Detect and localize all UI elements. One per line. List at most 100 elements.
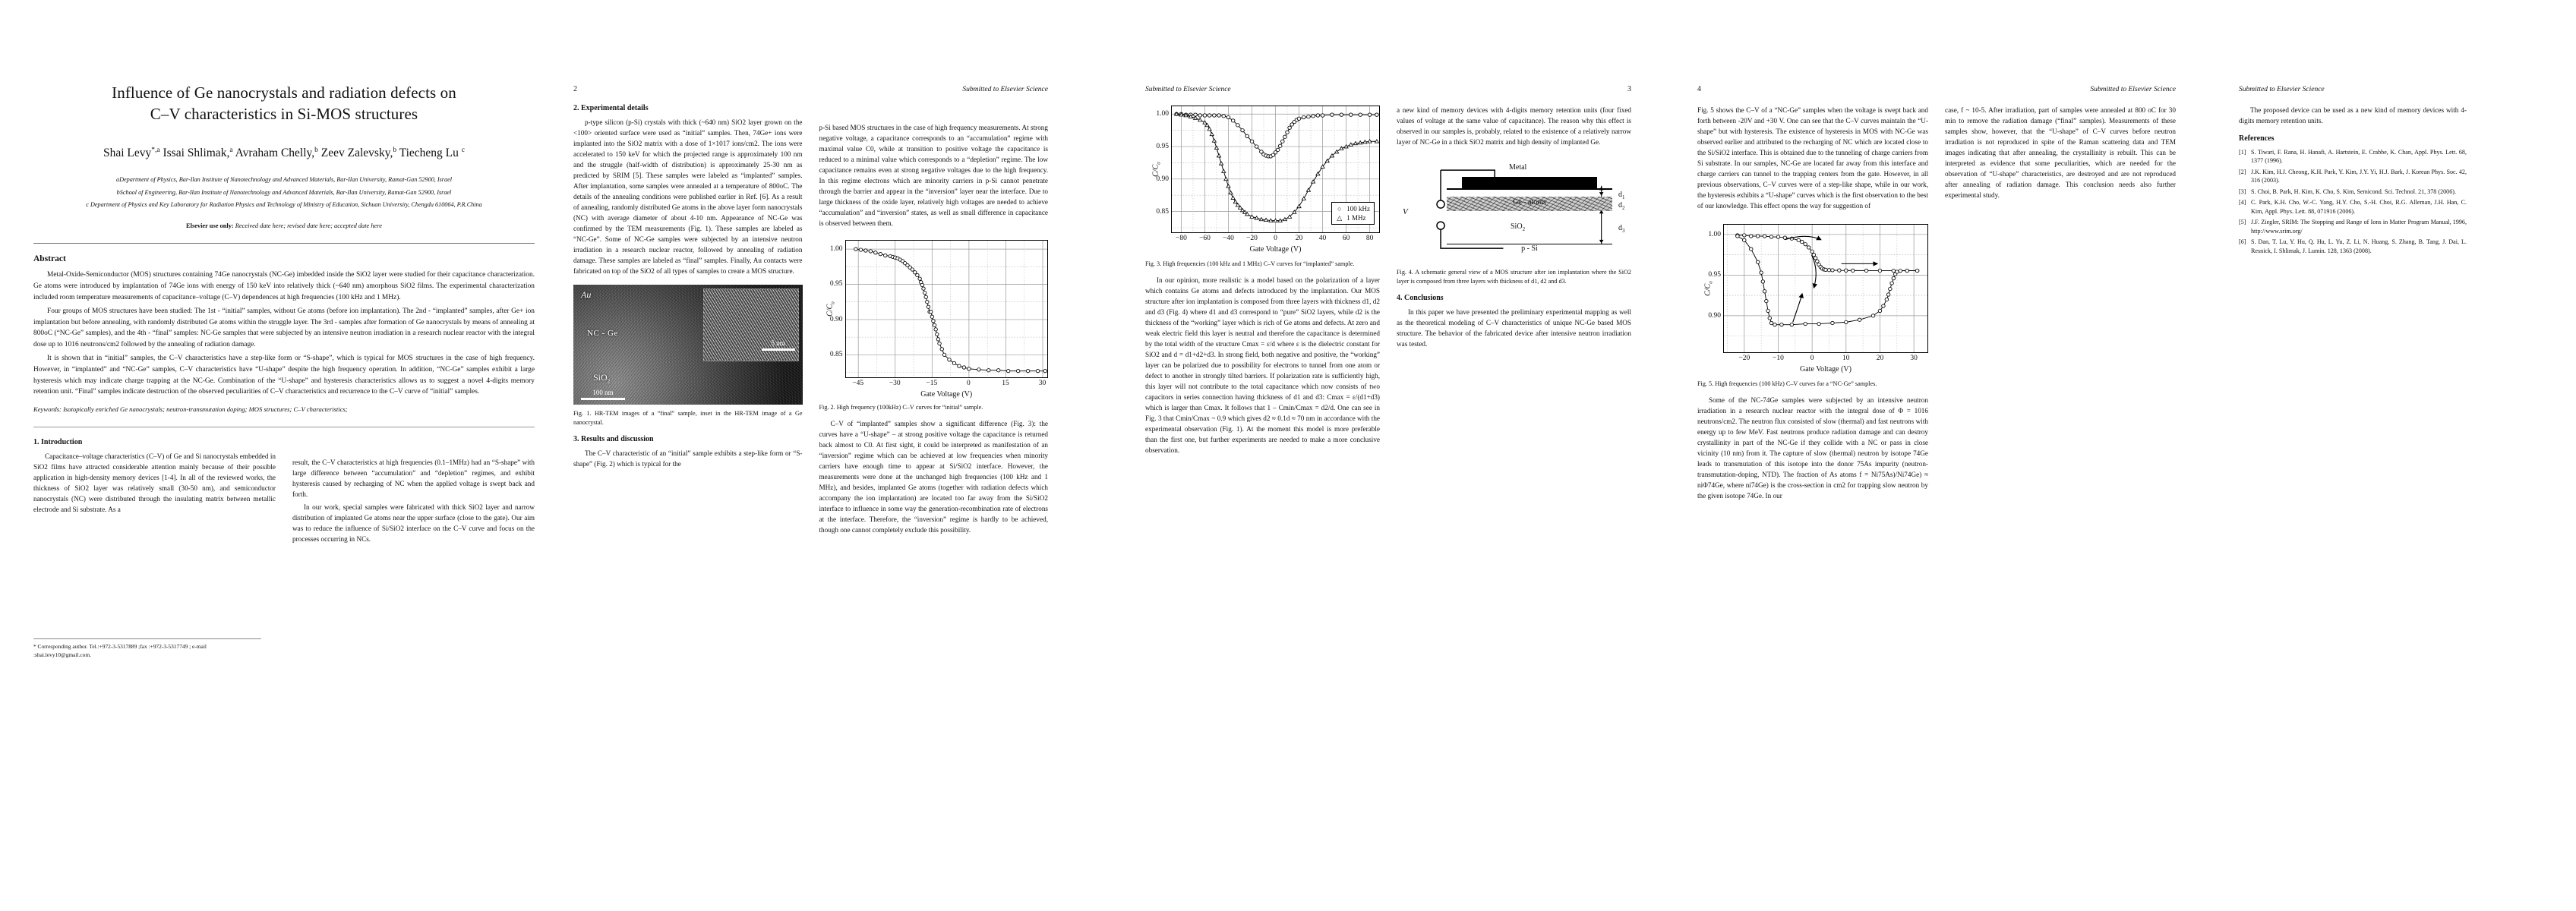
- folio-page5: [2465, 85, 2467, 93]
- x-axis-tick: 60: [1342, 235, 1350, 242]
- page2-column-left: 2. Experimental details p-type silicon (…: [573, 104, 803, 538]
- reference-item: [2] J.K. Kim, H.J. Cheong, K.H. Park, Y.…: [2239, 168, 2467, 185]
- abstract-paragraph-2: Four groups of MOS structures have been …: [33, 307, 535, 348]
- reference-text: S. Dan, T. Lu, Y. Hu, Q. Hu, L. Yu, Z. L…: [2251, 238, 2467, 254]
- page4-column-left: Fig. 5 shows the C–V of a “NC-Ge” sample…: [1697, 106, 1928, 504]
- section-heading-results: 3. Results and discussion: [573, 434, 654, 443]
- affiliation-b: bSchool of Engineering, Bar-Ilan Institu…: [116, 188, 452, 196]
- y-axis-tick: 1.00: [1708, 230, 1721, 238]
- mos-label-d1: d1: [1618, 190, 1625, 200]
- mos-label-ge-atoms: Ge - atoms: [1513, 197, 1546, 206]
- intro-paragraph-3: In our work, special samples were fabric…: [292, 503, 535, 543]
- page4-column-right: case, f ~ 10-5. After irradiation, part …: [1945, 106, 2176, 504]
- mos-ge-layer: [1447, 196, 1612, 211]
- x-axis-tick: 10: [1842, 354, 1850, 362]
- folio-page2: 2: [573, 85, 577, 93]
- x-axis-tick: −80: [1175, 235, 1187, 242]
- abstract-paragraph-3: It is shown that in “initial” samples, t…: [33, 355, 535, 396]
- tem-scalebar-100nm-bar: [581, 397, 625, 400]
- page1-column-right: result, the C–V characteristics at high …: [292, 438, 535, 547]
- folio-page3: 3: [1627, 85, 1631, 93]
- running-head-page2: 2 Submitted to Elsevier Science: [573, 85, 1048, 93]
- running-head-page5: Submitted to Elsevier Science: [2239, 85, 2467, 93]
- reference-item: [6] S. Dan, T. Lu, Y. Hu, Q. Hu, L. Yu, …: [2239, 238, 2467, 255]
- x-axis-tick: −20: [1738, 354, 1750, 362]
- section-heading-conclusions: 4. Conclusions: [1397, 293, 1444, 302]
- mos-label-sio2: SiO2: [1511, 222, 1526, 232]
- reference-number: [5]: [2239, 219, 2246, 226]
- section-heading-references: References: [2239, 134, 2275, 143]
- corresponding-author-footnote: * Corresponding author. Tel.:+972-3-5317…: [33, 638, 261, 659]
- running-title-page4: Submitted to Elsevier Science: [2090, 86, 2176, 93]
- abstract-body: Metal-Oxide-Semiconductor (MOS) structur…: [33, 270, 535, 397]
- affiliation-c: c Department of Physics and Key Laborato…: [86, 201, 482, 209]
- mos-label-psi: p - Si: [1447, 243, 1612, 256]
- figure-2-chart: C/Co 0.85 0.90 0.95 1.00 −45 −30 −15 0 15 30 Gate…: [819, 239, 1048, 399]
- section-heading-introduction: 1. Introduction: [33, 437, 83, 446]
- mos-label-d2: d2: [1618, 200, 1625, 211]
- conclusions-paragraph-1: In this paper we have presented the prel…: [1397, 307, 1631, 348]
- tem-label-sio2: SiO2: [593, 372, 611, 385]
- page3-columns: C/Co ○ 100 kHz △ 1 MHz: [1145, 106, 1631, 459]
- mos-label-metal: Metal: [1509, 162, 1527, 172]
- reference-text: J.K. Kim, H.J. Cheong, K.H. Park, Y. Kim…: [2251, 168, 2467, 184]
- reference-number: [2]: [2239, 168, 2246, 175]
- circle-marker-icon: ○: [1337, 204, 1342, 213]
- reference-number: [3]: [2239, 188, 2246, 195]
- y-axis-tick: 0.95: [1156, 143, 1169, 151]
- affiliation-a: aDepartment of Physics, Bar-Ilan Institu…: [115, 176, 453, 184]
- page2-columns: 2. Experimental details p-type silicon (…: [573, 104, 1048, 538]
- title-line-1: Influence of Ge nanocrystals and radiati…: [112, 84, 456, 102]
- y-axis-tick: 0.95: [829, 280, 843, 288]
- x-axis-tick: −40: [1223, 235, 1234, 242]
- abstract-heading: Abstract: [33, 254, 66, 264]
- elsevier-note: Elsevier use only: Received date here; r…: [186, 222, 382, 230]
- x-axis-tick: −20: [1246, 235, 1258, 242]
- y-axis-tick: 0.85: [829, 351, 843, 359]
- reference-item: [3] S. Choi, B. Park, H. Kim, K. Cho, S.…: [2239, 188, 2467, 196]
- reference-list: [1] S. Tiwari, F. Rana, H. Hanafi, A. Ha…: [2239, 148, 2467, 255]
- figure-4-schematic: Metal Ge - atoms SiO2 p - Si V d1 d2 d3: [1397, 160, 1631, 260]
- x-axis-tick: 80: [1365, 235, 1374, 242]
- page3-column-left: C/Co ○ 100 kHz △ 1 MHz: [1145, 106, 1380, 459]
- legend-label-100khz: 100 kHz: [1346, 204, 1370, 213]
- figure-5-caption: Fig. 5. High frequencies (100 kHz) C–V c…: [1697, 380, 1877, 387]
- triangle-marker-icon: △: [1337, 213, 1343, 222]
- figure-5-ylabel: C/Co: [1703, 281, 1714, 296]
- folio-page4: 4: [1697, 85, 1701, 93]
- figure-2-xlabel: Gate Voltage (V): [920, 389, 973, 399]
- running-title-page5: Submitted to Elsevier Science: [2239, 86, 2325, 93]
- y-axis-tick: 0.90: [1156, 175, 1169, 183]
- author-list: Shai Levy*,a Issai Shlimak,a Avraham Che…: [103, 146, 465, 159]
- running-head-page4: 4 Submitted to Elsevier Science: [1697, 85, 2176, 93]
- mos-metal-baseline: [1447, 188, 1612, 190]
- results-paragraph-6: Some of the NC-74Ge samples were subject…: [1697, 396, 1928, 500]
- running-title-page3: Submitted to Elsevier Science: [1145, 86, 1231, 93]
- page2-column-right: p-Si based MOS structures in the case of…: [819, 104, 1049, 538]
- figure-3-legend: ○ 100 kHz △ 1 MHz: [1331, 201, 1375, 225]
- x-axis-tick: −45: [852, 379, 864, 387]
- reference-item: [5] J.F. Ziegler, SRIM: The Stopping and…: [2239, 218, 2467, 235]
- legend-entry-1mhz: △ 1 MHz: [1336, 213, 1370, 222]
- tem-scalebar-100nm: 100 nm: [581, 389, 625, 400]
- reference-text: J.F. Ziegler, SRIM: The Stopping and Ran…: [2251, 219, 2467, 235]
- page-1: Influence of Ge nanocrystals and radiati…: [0, 0, 566, 911]
- figure-5-chart: C/Co 0.90 0.95 1.00 −20 −10 0 10 20 30 Gate Volt…: [1697, 223, 1928, 374]
- section-heading-experimental: 2. Experimental details: [573, 104, 649, 112]
- page-3: 3 Submitted to Elsevier Science C/Co ○: [1139, 0, 1690, 911]
- results-paragraph-1: The C–V characteristic of an “initial” s…: [573, 449, 803, 468]
- tem-label-au: Au: [581, 288, 592, 300]
- running-head-page3: 3 Submitted to Elsevier Science: [1145, 85, 1631, 93]
- reference-item: [1] S. Tiwari, F. Rana, H. Hanafi, A. Ha…: [2239, 148, 2467, 165]
- page-5: Submitted to Elsevier Science The propos…: [2233, 0, 2576, 911]
- reference-number: [6]: [2239, 238, 2246, 246]
- reference-number: [4]: [2239, 199, 2246, 206]
- x-axis-tick: 30: [1038, 379, 1046, 387]
- x-axis-tick: 40: [1318, 235, 1327, 242]
- legend-label-1mhz: 1 MHz: [1346, 213, 1366, 222]
- intro-paragraph-1: Capacitance–voltage characteristics (C–V…: [33, 452, 276, 513]
- affiliations: aDepartment of Physics, Bar-Ilan Institu…: [33, 175, 535, 210]
- results-paragraph-2: C–V of “implanted” samples show a signif…: [819, 419, 1049, 534]
- x-axis-tick: 20: [1876, 354, 1884, 362]
